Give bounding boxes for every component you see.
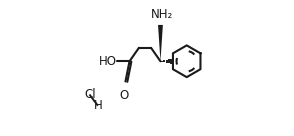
Text: NH₂: NH₂ — [151, 8, 173, 21]
Text: Cl: Cl — [84, 88, 96, 101]
Polygon shape — [158, 25, 163, 61]
Text: H: H — [94, 99, 103, 112]
Text: O: O — [119, 89, 129, 102]
Text: HO: HO — [99, 55, 117, 68]
